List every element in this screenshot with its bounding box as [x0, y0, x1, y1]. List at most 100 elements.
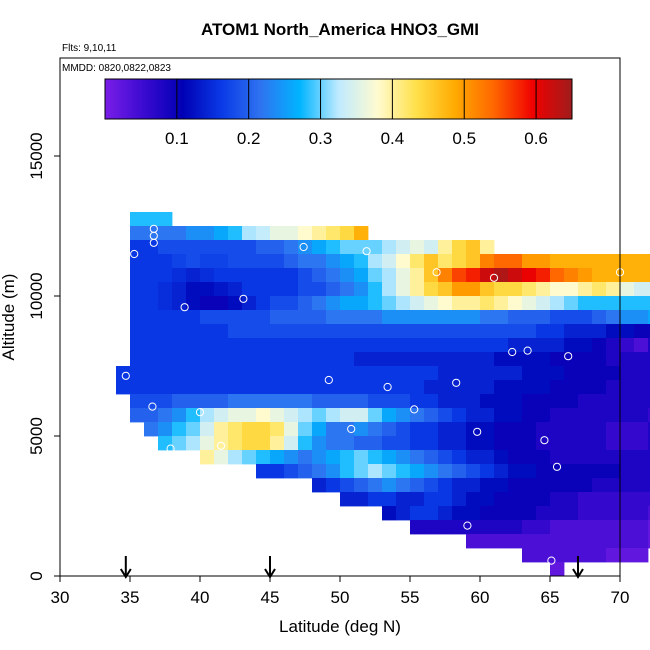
heatmap-cell [452, 352, 467, 367]
heatmap-cell [284, 408, 299, 423]
heatmap-cell [354, 296, 369, 311]
heatmap-cell [578, 464, 593, 479]
sample-point [299, 242, 308, 252]
heatmap-cell [438, 380, 453, 395]
heatmap-cell [298, 422, 313, 437]
heatmap-cell [634, 520, 649, 535]
heatmap-cell [466, 338, 481, 353]
heatmap-cell [508, 268, 523, 283]
heatmap-cell [130, 268, 145, 283]
heatmap-cell [298, 310, 313, 325]
heatmap-cell [298, 450, 313, 465]
heatmap-cell [130, 324, 145, 339]
heatmap-cell [620, 520, 635, 535]
heatmap-cell [466, 450, 481, 465]
heatmap-cell [228, 324, 243, 339]
heatmap-cell [396, 352, 411, 367]
heatmap-cell [438, 366, 453, 381]
heatmap-cell [326, 310, 341, 325]
heatmap-cell [550, 296, 565, 311]
heatmap-cell [270, 464, 285, 479]
heatmap-cell [214, 436, 229, 451]
heatmap-cell [424, 394, 439, 409]
flight-markers [119, 556, 584, 579]
heatmap-cell [550, 548, 565, 563]
heatmap-cell [186, 324, 201, 339]
heatmap-cell [256, 352, 271, 367]
flights-annotation: Flts: 9,10,11 [62, 43, 117, 54]
heatmap-cell [466, 534, 481, 549]
heatmap-cell [200, 254, 215, 269]
heatmap-cell [522, 282, 537, 297]
heatmap-cell [228, 450, 243, 465]
heatmap-cell [326, 366, 341, 381]
heatmap-cell [172, 296, 187, 311]
heatmap-cell [256, 408, 271, 423]
heatmap-cell [592, 380, 607, 395]
heatmap-cell [592, 366, 607, 381]
heatmap-cell [452, 520, 467, 535]
x-tick-label: 50 [331, 588, 350, 607]
heatmap-cell [634, 450, 649, 465]
heatmap-cell [550, 380, 565, 395]
heatmap-cell [466, 506, 481, 521]
heatmap-cell [438, 408, 453, 423]
heatmap-cell [480, 310, 495, 325]
heatmap-cell [368, 394, 383, 409]
heatmap-cell [466, 324, 481, 339]
heatmap-cell [480, 464, 495, 479]
heatmap-cell [396, 324, 411, 339]
heatmap-cell [480, 240, 495, 255]
heatmap-cell [340, 310, 355, 325]
heatmap-cell [354, 338, 369, 353]
heatmap-cell [522, 352, 537, 367]
heatmap-cell [354, 324, 369, 339]
heatmap-cell [410, 254, 425, 269]
heatmap-cell [480, 450, 495, 465]
heatmap-cell [270, 296, 285, 311]
heatmap-cell [410, 324, 425, 339]
heatmap-cell [466, 464, 481, 479]
heatmap-cell [144, 422, 159, 437]
heatmap-cell [396, 338, 411, 353]
heatmap-cell [256, 240, 271, 255]
sample-point [432, 268, 441, 277]
heatmap-cell [494, 422, 509, 437]
heatmap-cell [228, 408, 243, 423]
heatmap-cell [354, 464, 369, 479]
heatmap-cell [368, 310, 383, 325]
heatmap-cell [536, 422, 551, 437]
sample-point [362, 247, 371, 256]
heatmap-cell [214, 268, 229, 283]
heatmap-cell [578, 310, 593, 325]
heatmap-cell [606, 254, 621, 269]
heatmap-cell [452, 506, 467, 521]
heatmap-cell [578, 394, 593, 409]
heatmap-cell [578, 282, 593, 297]
heatmap-cell [382, 506, 397, 521]
heatmap-cell [340, 296, 355, 311]
heatmap-cell [144, 282, 159, 297]
heatmap-cell [312, 324, 327, 339]
sample-point [383, 382, 392, 392]
heatmap-cell [228, 254, 243, 269]
sample-point [540, 436, 549, 445]
heatmap-cell [452, 282, 467, 297]
heatmap-cell [536, 296, 551, 311]
heatmap-cell [228, 268, 243, 283]
heatmap-cell [256, 450, 271, 465]
heatmap-cell [522, 366, 537, 381]
heatmap-cell [172, 352, 187, 367]
heatmap-cell [508, 506, 523, 521]
heatmap-cell [578, 352, 593, 367]
heatmap-cell [130, 352, 145, 367]
heatmap-cell [522, 254, 537, 269]
heatmap-cell [354, 436, 369, 451]
heatmap-cell [158, 394, 173, 409]
heatmap-cell [634, 534, 649, 549]
heatmap-cell [144, 268, 159, 283]
heatmap-cell [620, 422, 635, 437]
heatmap-cell [144, 352, 159, 367]
sample-point [564, 352, 573, 361]
heatmap-cell [298, 464, 313, 479]
